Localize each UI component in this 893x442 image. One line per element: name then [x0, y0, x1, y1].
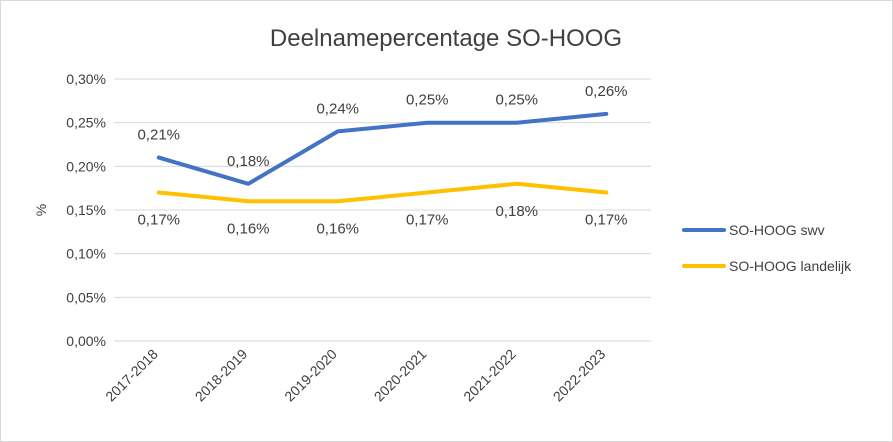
data-label: 0,17% — [585, 212, 628, 229]
legend-label: SO-HOOG swv — [729, 222, 825, 238]
x-tick-label: 2022-2023 — [550, 346, 609, 405]
x-tick-label: 2018-2019 — [192, 346, 251, 405]
y-axis-tick-labels: 0,00% 0,05% 0,10% 0,15% 0,20% 0,25% 0,30% — [66, 71, 106, 349]
data-label: 0,26% — [585, 83, 628, 100]
x-tick-label: 2019-2020 — [281, 346, 340, 405]
y-tick-label: 0,25% — [66, 115, 106, 131]
data-label: 0,17% — [406, 212, 449, 229]
data-label: 0,16% — [316, 220, 359, 237]
data-label: 0,18% — [227, 153, 270, 170]
legend-label: SO-HOOG landelijk — [729, 258, 852, 274]
series-lines — [156, 111, 609, 204]
legend: SO-HOOG swv SO-HOOG landelijk — [682, 222, 852, 274]
data-label: 0,17% — [137, 212, 180, 229]
data-label: 0,18% — [495, 203, 538, 220]
y-tick-label: 0,05% — [66, 289, 106, 305]
data-label: 0,21% — [137, 127, 180, 144]
y-axis-title: % — [33, 204, 49, 216]
data-label: 0,16% — [227, 220, 270, 237]
series-line — [156, 181, 609, 204]
y-tick-label: 0,10% — [66, 246, 106, 262]
data-label: 0,25% — [495, 92, 538, 109]
x-tick-label: 2021-2022 — [460, 346, 519, 405]
series-line — [156, 111, 609, 186]
x-axis-tick-labels: 2017-2018 2018-2019 2019-2020 2020-2021 2021… — [102, 346, 608, 405]
y-tick-label: 0,15% — [66, 202, 106, 218]
y-tick-label: 0,00% — [66, 333, 106, 349]
gridlines — [114, 78, 651, 342]
data-label: 0,24% — [316, 100, 359, 117]
chart-title: Deelnamepercentage SO-HOOG — [270, 25, 622, 52]
data-labels: 0,21% 0,18% 0,24% 0,25% 0,25% 0,26% 0,17% 0,16%… — [137, 83, 627, 237]
y-tick-label: 0,30% — [66, 71, 106, 87]
x-tick-label: 2020-2021 — [371, 346, 430, 405]
data-label: 0,25% — [406, 92, 449, 109]
x-tick-label: 2017-2018 — [102, 346, 161, 405]
y-tick-label: 0,20% — [66, 158, 106, 174]
